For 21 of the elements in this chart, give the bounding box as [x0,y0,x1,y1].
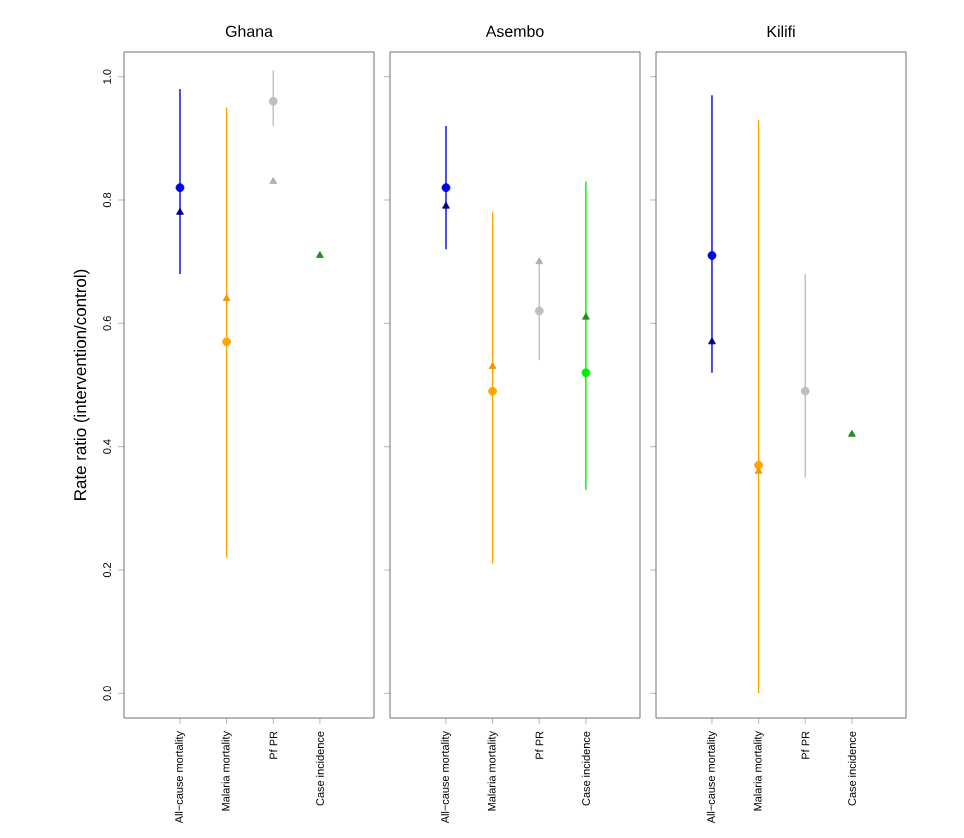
point [488,362,497,369]
point [707,251,717,260]
point [269,177,278,184]
point [316,251,324,258]
point [222,294,231,302]
point [176,207,184,215]
point [708,337,716,345]
point [488,386,498,396]
point [268,96,278,106]
y-axis-title: Rate ratio (intervention/control) [73,269,90,500]
point [754,466,763,474]
point [581,368,591,378]
point [800,386,810,396]
point [534,306,544,316]
point [535,257,544,265]
point [222,337,232,347]
point [582,312,590,320]
point [441,183,451,193]
point [175,183,185,193]
point [848,429,856,437]
point [442,201,450,209]
